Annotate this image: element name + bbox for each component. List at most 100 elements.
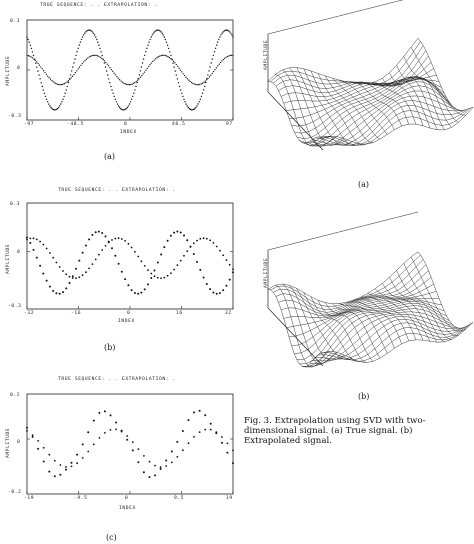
surface-axis bbox=[267, 211, 419, 251]
true-sequence-point bbox=[134, 89, 136, 91]
extrapolation-point bbox=[145, 69, 147, 71]
extrapolation-point bbox=[168, 56, 171, 59]
extrapolation-point bbox=[76, 462, 78, 465]
true-sequence-point bbox=[32, 54, 35, 57]
extrapolation-point bbox=[204, 428, 207, 431]
true-sequence-point bbox=[50, 106, 52, 109]
extrapolation-point bbox=[81, 62, 83, 65]
true-sequence-point bbox=[169, 51, 171, 53]
true-sequence-point bbox=[218, 292, 221, 295]
extrapolation-point bbox=[48, 453, 51, 456]
true-sequence-point bbox=[142, 58, 145, 60]
true-sequence-point bbox=[170, 54, 172, 57]
surface-b-caption: (b) bbox=[358, 392, 370, 401]
true-sequence-point bbox=[97, 230, 100, 233]
extrapolation-point bbox=[120, 430, 123, 433]
true-sequence-point bbox=[68, 282, 71, 284]
true-sequence-point bbox=[206, 78, 208, 80]
true-sequence-point bbox=[49, 105, 51, 107]
extrapolation-point bbox=[98, 55, 100, 58]
extrapolation-point bbox=[53, 459, 56, 462]
extrapolation-point bbox=[212, 70, 215, 73]
true-sequence-point bbox=[193, 108, 195, 111]
panel-c-xlabel: INDEX bbox=[119, 506, 136, 511]
extrapolation-point bbox=[215, 431, 218, 434]
true-sequence-point bbox=[84, 32, 86, 34]
true-sequence-point bbox=[197, 103, 199, 105]
surface-mesh-line bbox=[281, 277, 432, 317]
true-sequence-point bbox=[77, 47, 79, 49]
surface-mesh-line bbox=[283, 283, 434, 319]
surface-mesh-line bbox=[288, 297, 440, 338]
true-sequence-point bbox=[55, 108, 58, 111]
extrapolation-point bbox=[160, 277, 163, 280]
true-sequence-point bbox=[201, 92, 204, 94]
extrapolation-point bbox=[111, 239, 113, 241]
panel-b-xtick-4: 32 bbox=[225, 311, 232, 316]
true-sequence-point bbox=[117, 262, 120, 265]
extrapolation-point bbox=[102, 58, 104, 61]
true-sequence-point bbox=[149, 38, 151, 41]
surface-mesh-line bbox=[353, 81, 409, 125]
extrapolation-point bbox=[56, 83, 59, 85]
true-sequence-point bbox=[65, 468, 67, 471]
surface-mesh-line bbox=[403, 263, 459, 336]
extrapolation-point bbox=[130, 83, 132, 86]
true-sequence-point bbox=[27, 38, 29, 41]
surface-b-zlabel: AMPLITUDE bbox=[264, 257, 269, 288]
true-sequence-point bbox=[98, 411, 101, 414]
true-sequence-point bbox=[226, 451, 229, 454]
surface-mesh-line bbox=[301, 81, 453, 146]
extrapolation-point bbox=[150, 272, 153, 275]
surface-mesh-line bbox=[317, 108, 468, 146]
extrapolation-point bbox=[101, 249, 104, 251]
panel-a-ylabel: AMPLITUDE bbox=[6, 55, 11, 86]
extrapolation-point bbox=[84, 59, 86, 62]
true-sequence-point bbox=[181, 430, 184, 432]
surface-mesh-line bbox=[283, 68, 434, 104]
true-sequence-point bbox=[184, 101, 186, 103]
true-sequence-point bbox=[75, 267, 77, 270]
surface-b bbox=[267, 211, 474, 368]
extrapolation-point bbox=[124, 83, 126, 85]
extrapolation-point bbox=[175, 63, 177, 66]
plot-frame bbox=[26, 393, 234, 495]
true-sequence-point bbox=[75, 54, 77, 57]
surface-mesh-line bbox=[275, 285, 331, 368]
true-sequence-point bbox=[107, 74, 109, 76]
extrapolation-point bbox=[74, 72, 77, 74]
true-sequence-point bbox=[95, 36, 97, 38]
true-sequence-point bbox=[169, 234, 172, 237]
extrapolation-point bbox=[91, 55, 93, 57]
extrapolation-point bbox=[124, 240, 126, 242]
true-sequence-point bbox=[154, 30, 157, 32]
extrapolation-point bbox=[232, 54, 234, 57]
true-sequence-point bbox=[76, 453, 79, 456]
true-sequence-point bbox=[110, 85, 112, 88]
panel-a-plot bbox=[26, 19, 234, 121]
extrapolation-point bbox=[42, 243, 45, 246]
true-sequence-point bbox=[97, 41, 99, 43]
extrapolation-point bbox=[78, 276, 81, 279]
true-sequence-point bbox=[126, 106, 128, 109]
extrapolation-point bbox=[125, 83, 128, 86]
true-sequence-point bbox=[229, 31, 231, 33]
panel-b-plot bbox=[26, 202, 234, 310]
true-sequence-point bbox=[94, 231, 97, 234]
extrapolation-point bbox=[186, 78, 189, 80]
extrapolation-point bbox=[148, 65, 150, 68]
extrapolation-point bbox=[190, 81, 193, 84]
true-sequence-point bbox=[140, 291, 143, 294]
extrapolation-point bbox=[52, 81, 54, 83]
extrapolation-point bbox=[157, 56, 159, 58]
extrapolation-point bbox=[45, 247, 48, 250]
true-sequence-point bbox=[211, 58, 213, 60]
extrapolation-point bbox=[203, 81, 205, 83]
true-sequence-point bbox=[105, 70, 108, 72]
extrapolation-point bbox=[159, 466, 162, 468]
extrapolation-point bbox=[55, 261, 58, 264]
panel-b-caption: (b) bbox=[104, 343, 116, 352]
true-sequence-point bbox=[59, 105, 61, 107]
extrapolation-point bbox=[103, 60, 106, 62]
surface-axis bbox=[267, 307, 324, 367]
